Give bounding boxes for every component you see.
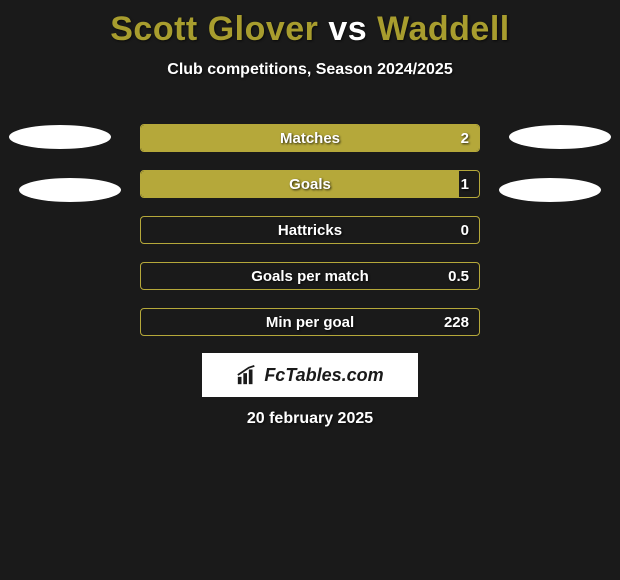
logo-text: FcTables.com <box>264 365 383 386</box>
stat-label: Min per goal <box>141 309 479 335</box>
stat-value: 0 <box>461 217 469 243</box>
stat-row: Goals1 <box>140 170 480 198</box>
stat-value: 228 <box>444 309 469 335</box>
stat-value: 2 <box>461 125 469 151</box>
player1-name: Scott Glover <box>110 10 318 48</box>
player2-avatar-placeholder-1 <box>509 125 611 149</box>
bar-chart-icon <box>236 364 258 386</box>
stat-label: Goals per match <box>141 263 479 289</box>
stat-row: Matches2 <box>140 124 480 152</box>
comparison-title: Scott Glover vs Waddell <box>0 0 620 49</box>
fctables-logo[interactable]: FcTables.com <box>202 353 418 397</box>
player1-avatar-placeholder-2 <box>19 178 121 202</box>
stat-row: Hattricks0 <box>140 216 480 244</box>
date-footer: 20 february 2025 <box>0 410 620 428</box>
player2-name: Waddell <box>377 10 510 48</box>
stat-row: Min per goal228 <box>140 308 480 336</box>
player1-avatar-placeholder-1 <box>9 125 111 149</box>
stat-label: Hattricks <box>141 217 479 243</box>
stat-label: Matches <box>141 125 479 151</box>
subtitle: Club competitions, Season 2024/2025 <box>0 61 620 79</box>
stat-value: 0.5 <box>448 263 469 289</box>
stat-label: Goals <box>141 171 479 197</box>
stat-value: 1 <box>461 171 469 197</box>
player2-avatar-placeholder-2 <box>499 178 601 202</box>
stat-row: Goals per match0.5 <box>140 262 480 290</box>
stats-container: Matches2Goals1Hattricks0Goals per match0… <box>140 124 480 354</box>
title-separator: vs <box>328 10 367 48</box>
